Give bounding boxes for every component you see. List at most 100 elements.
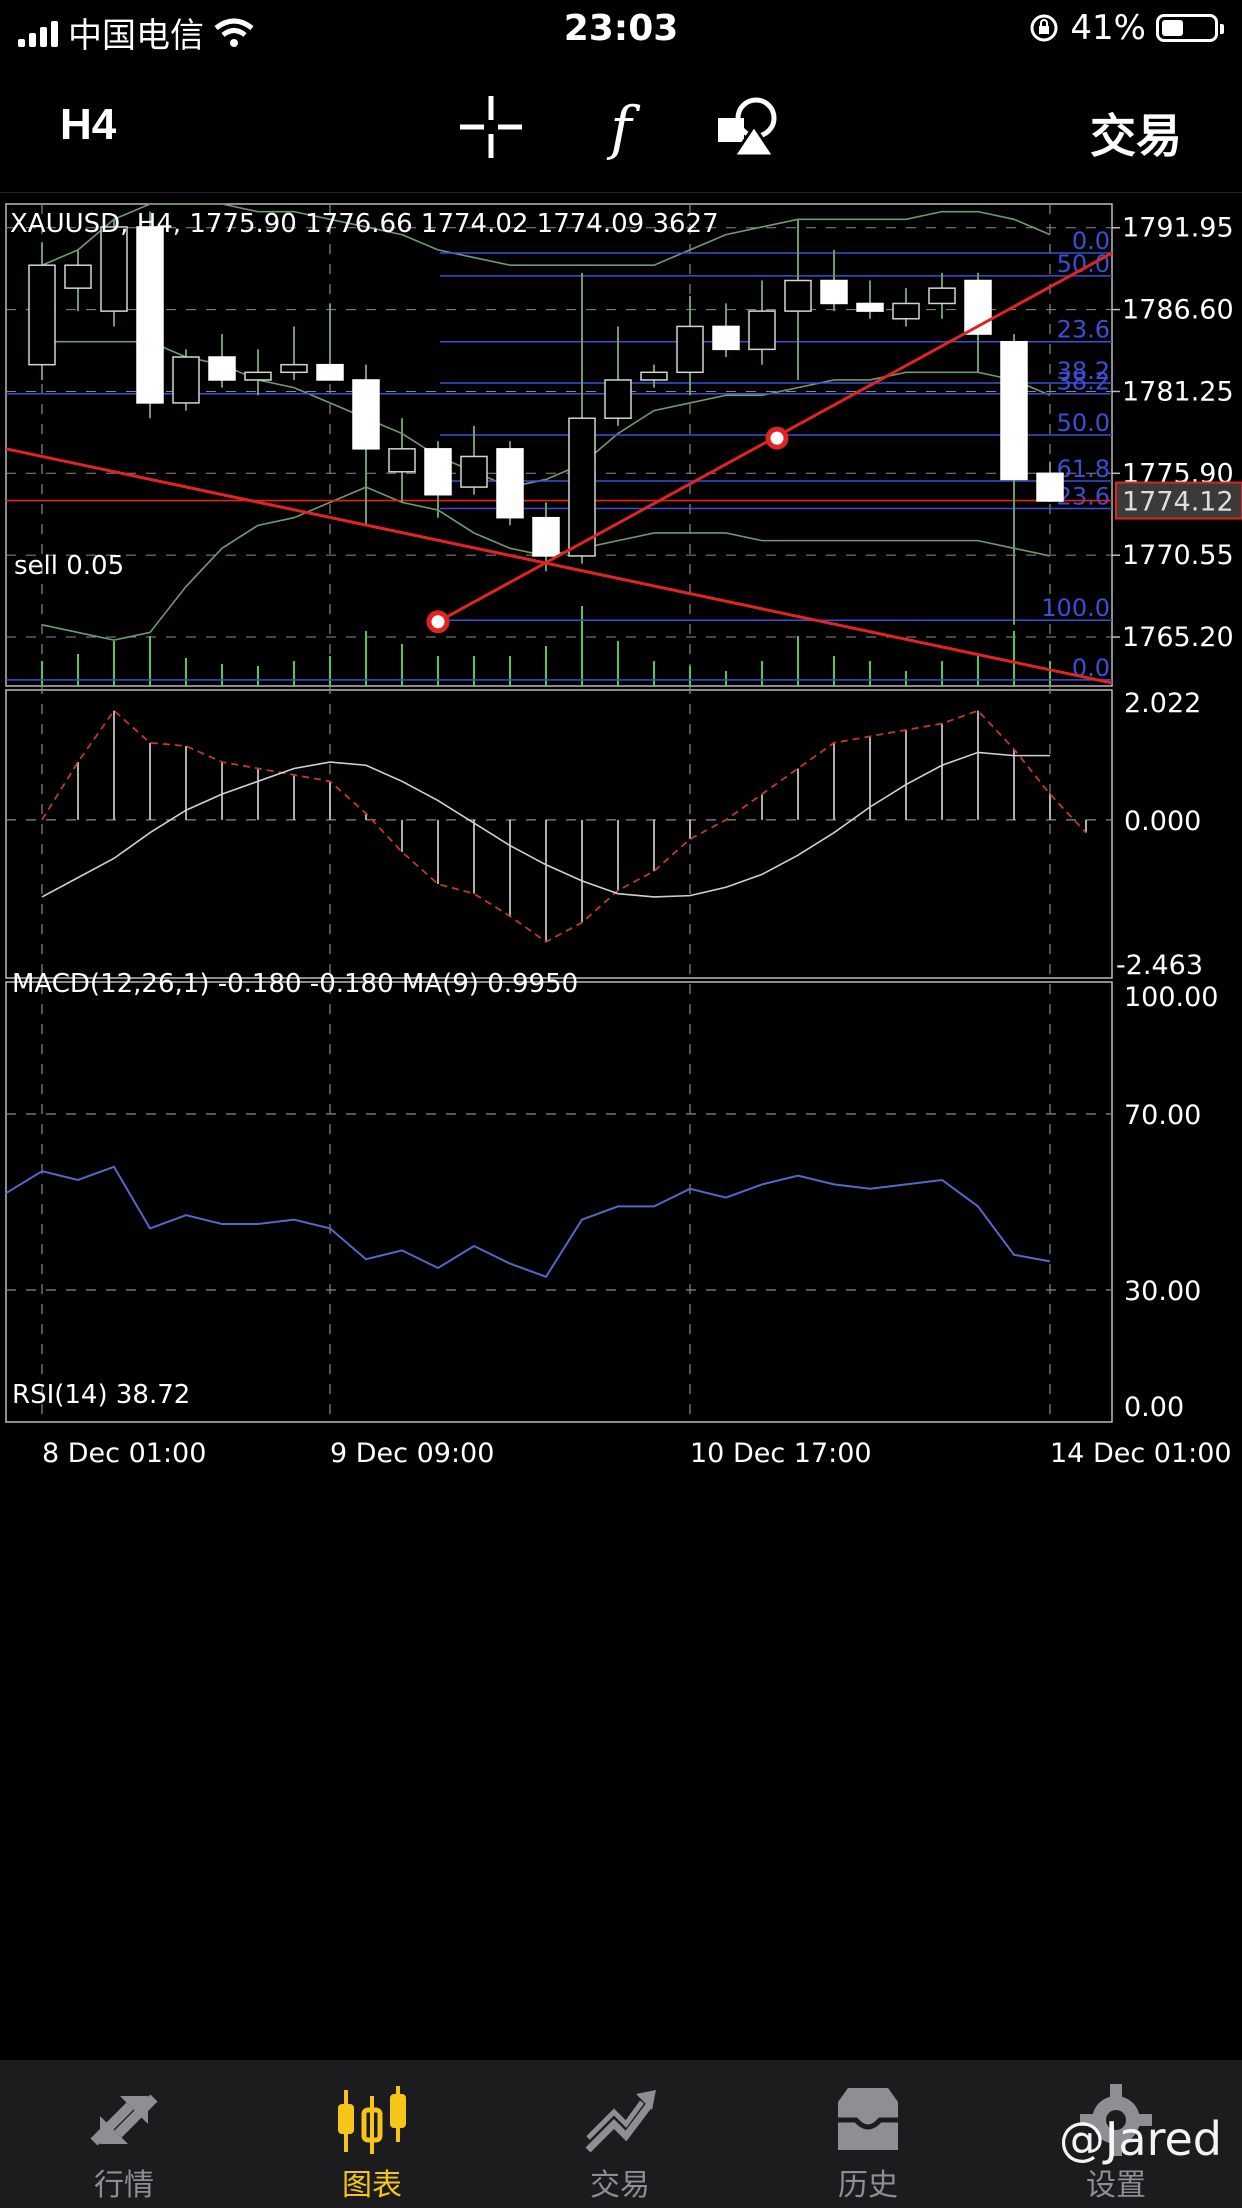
battery-icon xyxy=(1156,14,1224,42)
trend-anchor-point xyxy=(426,610,450,634)
trade-button[interactable]: 交易 xyxy=(1090,109,1182,163)
price-chart[interactable]: 0.050.023.638.238.250.061.823.6100.00.0 … xyxy=(0,196,1242,2058)
tab-label: 图表 xyxy=(342,2168,402,2203)
fib-label: 100.0 xyxy=(1041,594,1110,622)
tab-chart[interactable]: 图表 xyxy=(248,2060,496,2208)
current-price-label: 1774.12 xyxy=(1122,487,1234,518)
rsi-line xyxy=(5,1165,1051,1279)
candle xyxy=(208,356,236,381)
wifi-icon xyxy=(214,18,254,47)
time-tick-label: 9 Dec 09:00 xyxy=(330,1438,494,1469)
candle xyxy=(640,371,668,381)
candle xyxy=(784,279,812,312)
fib-label: 50.0 xyxy=(1057,409,1110,437)
price-tick-label: 1770.55 xyxy=(1122,540,1234,571)
candle xyxy=(100,226,128,312)
rsi-axis-label: 70.00 xyxy=(1124,1100,1201,1131)
panel-border xyxy=(5,203,1113,687)
macd-axis-label: 2.022 xyxy=(1124,688,1201,719)
macd-label: MACD(12,26,1) -0.180 -0.180 MA(9) 0.9950 xyxy=(12,969,578,999)
function-icon[interactable]: f xyxy=(586,92,656,162)
rsi-axis-label: 0.00 xyxy=(1124,1392,1184,1423)
candle xyxy=(352,379,380,450)
price-tick-label: 1765.20 xyxy=(1122,622,1234,653)
macd-dashed-line xyxy=(41,709,1087,943)
candle xyxy=(496,448,524,519)
candle xyxy=(604,379,632,419)
chart-header: XAUUSD, H4, 1775.90 1776.66 1774.02 1774… xyxy=(10,209,719,239)
trend-anchor-point xyxy=(765,426,789,450)
tab-label: 历史 xyxy=(838,2168,898,2203)
trade-icon xyxy=(585,2090,656,2153)
tab-quotes[interactable]: 行情 xyxy=(0,2060,248,2208)
fib-label: 50.0 xyxy=(1057,250,1110,278)
tab-label: 设置 xyxy=(1086,2168,1146,2203)
carrier-label: 中国电信 xyxy=(68,16,204,56)
candle xyxy=(316,363,344,381)
crosshair-icon[interactable] xyxy=(456,92,526,162)
macd-axis-label: -2.463 xyxy=(1116,950,1203,981)
tab-label: 行情 xyxy=(94,2168,154,2203)
time-tick-label: 8 Dec 01:00 xyxy=(42,1438,206,1469)
candle xyxy=(280,363,308,374)
order-label[interactable]: sell 0.05 xyxy=(14,551,124,581)
quotes-icon xyxy=(90,2094,158,2146)
tab-bar: 行情 图表 交易 历史 xyxy=(0,2060,1242,2208)
candle xyxy=(244,371,272,381)
chart-toolbar: H4 f 交易 xyxy=(0,62,1242,193)
chart-icon xyxy=(338,2086,406,2154)
candle xyxy=(424,448,452,496)
history-icon xyxy=(838,2088,898,2150)
tab-label: 交易 xyxy=(590,2168,650,2203)
candle xyxy=(136,226,164,404)
settings-icon xyxy=(1080,2084,1152,2156)
signal-icon xyxy=(18,19,58,47)
fib-label: 38.2 xyxy=(1057,357,1110,385)
fib-label: 61.8 xyxy=(1057,455,1110,483)
candle xyxy=(172,356,200,404)
price-tick-label: 1781.25 xyxy=(1122,376,1234,407)
candle xyxy=(676,325,704,374)
battery-percent: 41% xyxy=(1070,8,1146,48)
macd-axis-label: 0.000 xyxy=(1124,806,1201,837)
price-tick-label: 1791.95 xyxy=(1122,213,1234,244)
fib-label: 38.2 xyxy=(1057,368,1110,396)
chart-area[interactable]: 0.0 50.0 23.6 38.2 38.2 50.0 61.8 23.6 100.0 0.0 … xyxy=(0,196,1242,2058)
price-tick-label: 1786.60 xyxy=(1122,295,1234,326)
candle xyxy=(532,516,560,557)
tab-settings[interactable]: 设置 xyxy=(992,2060,1240,2208)
candle xyxy=(568,417,596,557)
timeframe-button[interactable]: H4 xyxy=(60,100,117,149)
candle xyxy=(1036,472,1064,502)
time-tick-label: 10 Dec 17:00 xyxy=(690,1438,872,1469)
fib-label: 23.6 xyxy=(1057,316,1110,344)
tab-history[interactable]: 历史 xyxy=(744,2060,992,2208)
panel-border xyxy=(5,689,1113,979)
svg-text:f: f xyxy=(606,94,641,162)
candle xyxy=(1000,340,1028,481)
rsi-label: RSI(14) 38.72 xyxy=(12,1380,190,1410)
objects-icon[interactable] xyxy=(714,92,784,162)
candle xyxy=(28,264,56,366)
candle xyxy=(748,310,776,351)
rsi-axis-label: 100.00 xyxy=(1124,982,1218,1013)
current-price-box xyxy=(1115,481,1242,520)
tab-trade[interactable]: 交易 xyxy=(496,2060,744,2208)
candle xyxy=(928,287,956,305)
candle xyxy=(64,264,92,289)
watermark: @Jared xyxy=(1058,2112,1222,2166)
time-tick-label: 14 Dec 01:00 xyxy=(1050,1438,1232,1469)
fib-label: 23.6 xyxy=(1057,483,1110,511)
status-bar: 中国电信 23:03 41% xyxy=(0,0,1242,62)
candle xyxy=(892,302,920,320)
rsi-axis-label: 30.00 xyxy=(1124,1276,1201,1307)
candle xyxy=(820,279,848,305)
candle xyxy=(856,302,884,312)
candle xyxy=(388,448,416,473)
macd-signal-line xyxy=(41,751,1050,898)
fib-label: 0.0 xyxy=(1072,227,1110,255)
candle xyxy=(712,325,740,351)
band-line xyxy=(41,203,1051,267)
rotation-lock-icon xyxy=(1030,14,1058,42)
candle xyxy=(460,455,488,488)
